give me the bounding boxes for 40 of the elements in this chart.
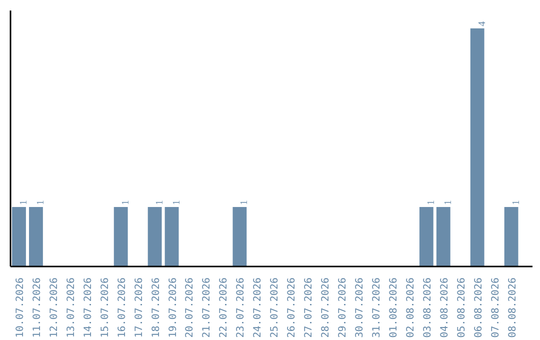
data-label: 1 [35, 200, 46, 205]
data-label: 1 [18, 200, 30, 205]
x-tick-label: 06.08.2026 [473, 277, 484, 338]
x-tick-label: 01.08.2026 [388, 277, 400, 338]
x-tick-label: 15.07.2026 [100, 277, 111, 338]
x-tick-label: 24.07.2026 [252, 277, 264, 338]
x-tick-label: 25.07.2026 [270, 277, 281, 338]
x-tick-label: 21.07.2026 [202, 277, 213, 338]
x-tick-label: 31.07.2026 [371, 277, 382, 338]
x-tick-label: 13.07.2026 [66, 277, 77, 338]
x-tick-label: 12.07.2026 [48, 277, 60, 338]
data-label: 1 [510, 200, 522, 205]
x-tick-label: 18.07.2026 [150, 277, 162, 338]
x-tick-label: 02.08.2026 [405, 277, 416, 338]
x-tick-label: 16.07.2026 [116, 277, 128, 338]
x-tick-label: 27.07.2026 [304, 277, 315, 338]
x-tick-label: 20.07.2026 [184, 277, 196, 338]
data-label: 1 [426, 200, 437, 205]
data-label: 1 [154, 200, 166, 205]
x-tick-label: 22.07.2026 [218, 277, 230, 338]
x-tick-label: 07.08.2026 [490, 277, 502, 338]
x-tick-label: 28.07.2026 [320, 277, 332, 338]
x-tick-label: 23.07.2026 [236, 277, 247, 338]
data-label: 1 [239, 200, 250, 205]
x-tick-label: 26.07.2026 [286, 277, 298, 338]
data-label: 1 [120, 200, 132, 205]
x-tick-label: 11.07.2026 [32, 277, 43, 338]
x-tick-label: 29.07.2026 [338, 277, 349, 338]
x-tick-label: 08.08.2026 [507, 277, 518, 338]
x-tick-label: 05.08.2026 [456, 277, 468, 338]
x-tick-label: 03.08.2026 [422, 277, 434, 338]
data-label: 4 [476, 21, 488, 26]
x-tick-label: 17.07.2026 [134, 277, 145, 338]
x-tick-label: 04.08.2026 [439, 277, 450, 338]
x-tick-label: 14.07.2026 [82, 277, 94, 338]
x-tick-label: 10.07.2026 [14, 277, 26, 338]
data-label: 1 [442, 200, 454, 205]
data-label: 1 [171, 200, 182, 205]
x-tick-label: 19.07.2026 [168, 277, 179, 338]
x-tick-label: 30.07.2026 [354, 277, 366, 338]
